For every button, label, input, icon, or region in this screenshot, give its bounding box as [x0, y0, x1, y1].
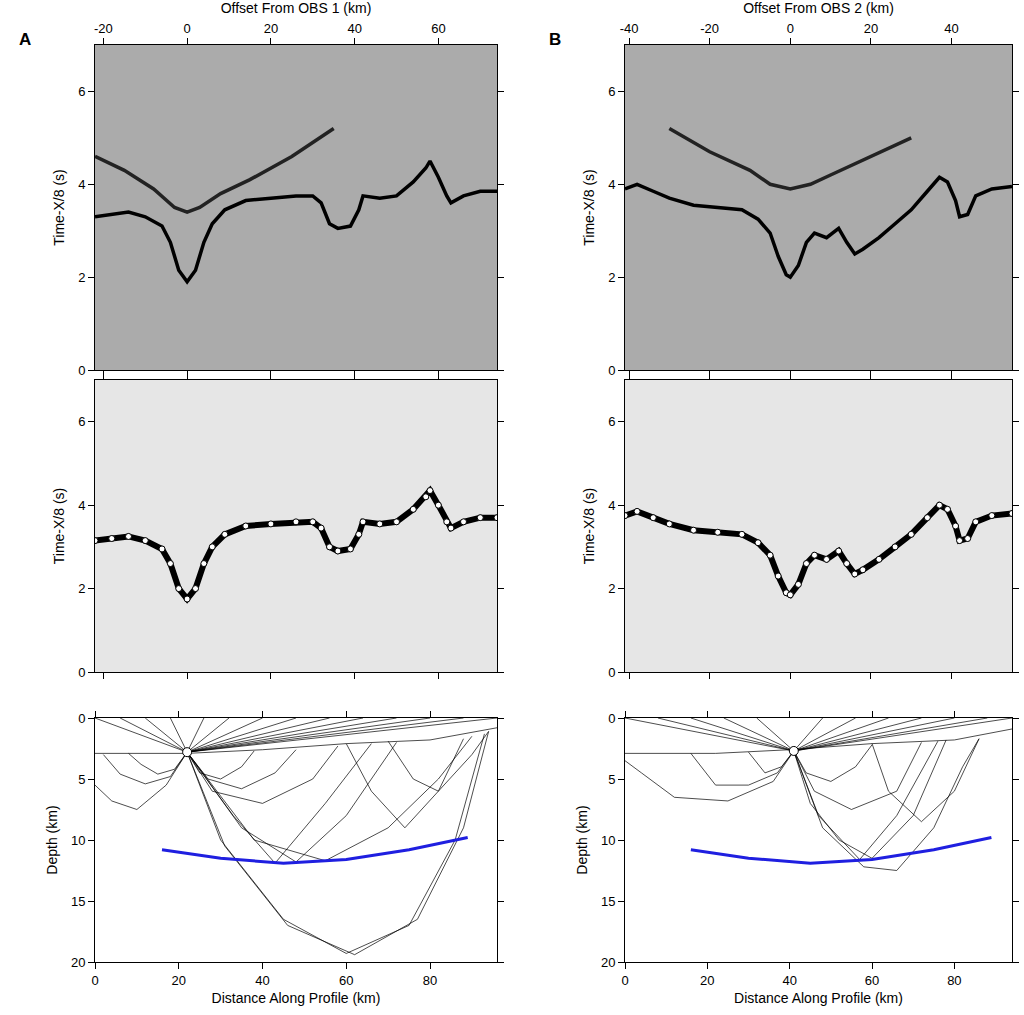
svg-text:6: 6 [608, 414, 615, 429]
svg-text:60: 60 [339, 973, 353, 988]
svg-text:5: 5 [78, 772, 85, 787]
svg-text:20: 20 [71, 955, 85, 970]
svg-text:4: 4 [608, 177, 615, 192]
svg-text:20: 20 [700, 973, 714, 988]
svg-text:Time-X/8 (s): Time-X/8 (s) [51, 169, 67, 245]
svg-text:0: 0 [78, 711, 85, 726]
svg-text:Depth (km): Depth (km) [574, 805, 590, 874]
svg-text:Offset From OBS 1 (km): Offset From OBS 1 (km) [221, 0, 372, 16]
svg-text:-40: -40 [620, 21, 639, 36]
svg-text:Distance Along Profile (km): Distance Along Profile (km) [734, 990, 903, 1006]
svg-text:0: 0 [184, 21, 191, 36]
svg-text:4: 4 [78, 498, 85, 513]
svg-text:4: 4 [608, 498, 615, 513]
svg-text:6: 6 [608, 84, 615, 99]
svg-text:0: 0 [608, 363, 615, 378]
svg-text:5: 5 [608, 772, 615, 787]
svg-text:10: 10 [71, 833, 85, 848]
svg-text:0: 0 [91, 973, 98, 988]
svg-text:-20: -20 [94, 21, 113, 36]
svg-text:Time-X/8 (s): Time-X/8 (s) [581, 488, 597, 564]
svg-text:4: 4 [78, 177, 85, 192]
svg-text:6: 6 [78, 84, 85, 99]
svg-text:Distance Along Profile (km): Distance Along Profile (km) [212, 990, 381, 1006]
svg-text:2: 2 [608, 581, 615, 596]
svg-text:2: 2 [608, 270, 615, 285]
svg-text:0: 0 [787, 21, 794, 36]
svg-text:15: 15 [71, 894, 85, 909]
svg-text:Depth (km): Depth (km) [44, 805, 60, 874]
svg-text:-20: -20 [700, 21, 719, 36]
svg-text:0: 0 [608, 665, 615, 680]
svg-text:2: 2 [78, 581, 85, 596]
svg-text:10: 10 [601, 833, 615, 848]
svg-text:20: 20 [601, 955, 615, 970]
svg-text:40: 40 [347, 21, 361, 36]
svg-text:Time-X/8 (s): Time-X/8 (s) [51, 488, 67, 564]
svg-text:80: 80 [947, 973, 961, 988]
svg-text:6: 6 [78, 414, 85, 429]
svg-text:2: 2 [78, 270, 85, 285]
svg-text:Offset From OBS 2 (km): Offset From OBS 2 (km) [743, 0, 894, 16]
svg-text:0: 0 [78, 363, 85, 378]
svg-text:60: 60 [431, 21, 445, 36]
svg-text:Time-X/8 (s): Time-X/8 (s) [581, 169, 597, 245]
svg-text:80: 80 [423, 973, 437, 988]
svg-text:A: A [19, 30, 31, 49]
svg-text:15: 15 [601, 894, 615, 909]
svg-text:40: 40 [944, 21, 958, 36]
svg-text:B: B [549, 30, 561, 49]
svg-text:0: 0 [78, 665, 85, 680]
svg-text:20: 20 [264, 21, 278, 36]
svg-text:0: 0 [608, 711, 615, 726]
svg-text:20: 20 [864, 21, 878, 36]
svg-text:40: 40 [782, 973, 796, 988]
svg-text:0: 0 [621, 973, 628, 988]
svg-text:20: 20 [172, 973, 186, 988]
svg-text:40: 40 [255, 973, 269, 988]
svg-text:60: 60 [865, 973, 879, 988]
